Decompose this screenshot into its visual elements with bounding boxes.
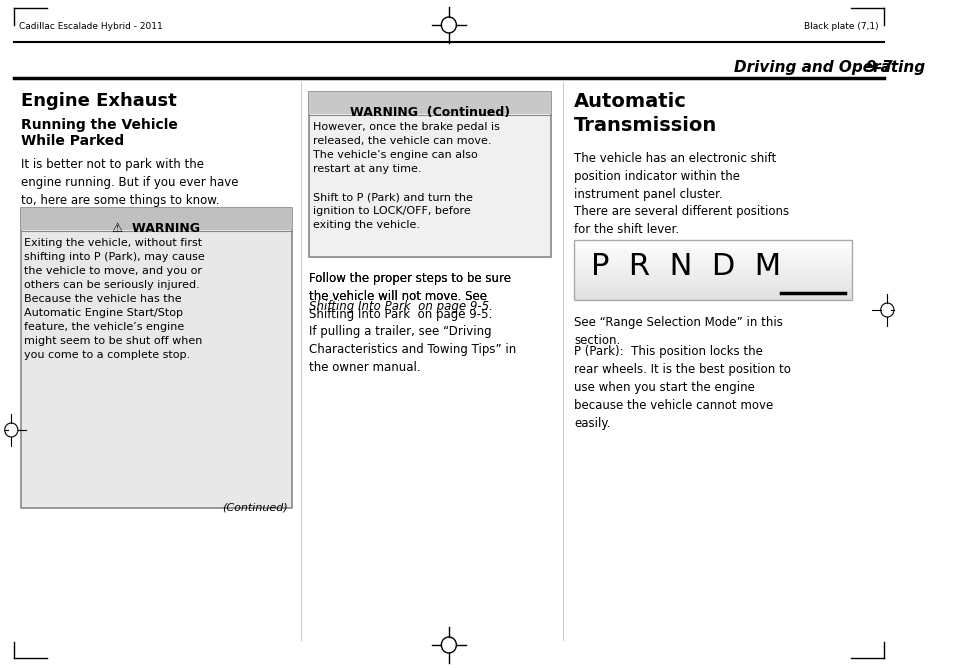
Text: Cadillac Escalade Hybrid - 2011: Cadillac Escalade Hybrid - 2011 [19, 22, 162, 31]
Text: Exiting the vehicle, without first
shifting into P (Park), may cause
the vehicle: Exiting the vehicle, without first shift… [25, 238, 205, 360]
Bar [574, 240, 851, 242]
Bar [574, 246, 851, 248]
Text: Driving and Operating: Driving and Operating [733, 60, 924, 75]
Bar [574, 244, 851, 246]
Bar [574, 266, 851, 268]
Text: Follow the proper steps to be sure
the vehicle will not move. See: Follow the proper steps to be sure the v… [309, 272, 510, 303]
Text: (Continued): (Continued) [222, 502, 288, 512]
Bar [574, 270, 851, 272]
Text: The vehicle has an electronic shift
position indicator within the
instrument pan: The vehicle has an electronic shift posi… [574, 152, 776, 201]
Bar [574, 290, 851, 292]
Text: See “Range Selection Mode” in this
section.: See “Range Selection Mode” in this secti… [574, 316, 782, 347]
Bar [574, 292, 851, 294]
Bar [574, 282, 851, 284]
Text: 9-7: 9-7 [864, 60, 892, 75]
Bar [574, 258, 851, 260]
Text: There are several different positions
for the shift lever.: There are several different positions fo… [574, 205, 788, 236]
Bar [574, 248, 851, 250]
Bar [574, 288, 851, 290]
FancyBboxPatch shape [309, 92, 551, 257]
Bar [574, 286, 851, 288]
Text: Follow the proper steps to be sure
the vehicle will not move. See
Shifting Into : Follow the proper steps to be sure the v… [309, 272, 510, 321]
Text: It is better not to park with the
engine running. But if you ever have
to, here : It is better not to park with the engine… [21, 158, 238, 207]
Text: Running the Vehicle
While Parked: Running the Vehicle While Parked [21, 118, 177, 148]
Bar [574, 284, 851, 286]
Text: Automatic
Transmission: Automatic Transmission [574, 92, 717, 134]
Bar [574, 268, 851, 270]
Text: Black plate (7,1): Black plate (7,1) [803, 22, 878, 31]
Text: WARNING  (Continued): WARNING (Continued) [350, 106, 510, 119]
Text: P (Park):  This position locks the
rear wheels. It is the best position to
use w: P (Park): This position locks the rear w… [574, 345, 790, 430]
Bar [574, 260, 851, 262]
Text: However, once the brake pedal is
released, the vehicle can move.
The vehicle’s e: However, once the brake pedal is release… [313, 122, 499, 230]
Bar [574, 262, 851, 264]
Text: ⚠  WARNING: ⚠ WARNING [112, 222, 200, 235]
Bar [574, 274, 851, 276]
Bar [574, 252, 851, 254]
FancyBboxPatch shape [309, 92, 551, 114]
Bar [574, 276, 851, 278]
Text: P  R  N  D  M: P R N D M [590, 252, 781, 281]
Bar [574, 294, 851, 296]
Bar [574, 298, 851, 300]
Bar [574, 296, 851, 298]
Bar [574, 264, 851, 266]
FancyBboxPatch shape [21, 208, 292, 508]
Bar [574, 254, 851, 256]
Bar [574, 242, 851, 244]
Text: Shifting Into Park  on page 9-5.: Shifting Into Park on page 9-5. [309, 300, 492, 313]
FancyBboxPatch shape [21, 208, 292, 230]
Text: Engine Exhaust: Engine Exhaust [21, 92, 176, 110]
Bar [574, 278, 851, 280]
Bar [574, 280, 851, 282]
Text: If pulling a trailer, see “Driving
Characteristics and Towing Tips” in
the owner: If pulling a trailer, see “Driving Chara… [309, 325, 516, 374]
Bar [574, 240, 851, 300]
Bar [574, 272, 851, 274]
Bar [574, 250, 851, 252]
Bar [574, 256, 851, 258]
